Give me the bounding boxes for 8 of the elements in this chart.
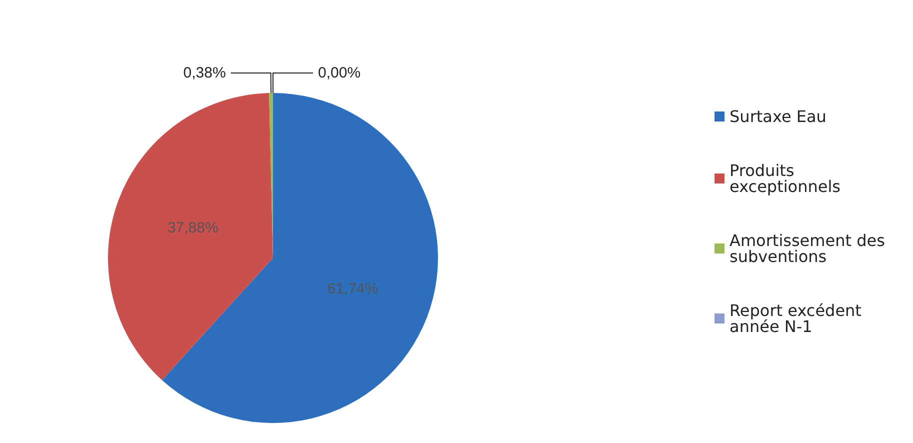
legend-label: Amortissement des subventions xyxy=(730,231,890,266)
text: 0,00% xyxy=(318,64,361,82)
legend-label: Surtaxe Eau xyxy=(730,107,826,126)
legend-label: Produits exceptionnels xyxy=(730,161,840,196)
data-label: 0,38% xyxy=(183,64,226,82)
legend-label: Report excédent année N-1 xyxy=(730,301,867,336)
data-label: 61,74% xyxy=(327,280,378,298)
data-label: 37,88% xyxy=(167,220,218,237)
